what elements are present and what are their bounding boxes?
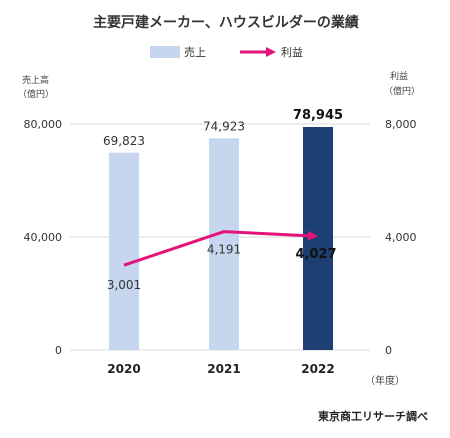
left-axis-title: 売上高 （億円） — [18, 74, 54, 100]
category-label-2021: 2021 — [207, 362, 240, 376]
left-tick-label: 80,000 — [24, 118, 63, 131]
right-axis-title: 利益 （億円） — [384, 70, 420, 97]
bar-sales-2020 — [109, 152, 139, 350]
right-tick-label: 0 — [385, 344, 392, 357]
legend-swatch-sales — [150, 46, 180, 58]
left-axis-title-line1: 売上高 — [22, 74, 49, 86]
left-tick-label: 0 — [55, 344, 62, 357]
x-unit-label: （年度） — [365, 374, 405, 387]
right-tick-label: 8,000 — [385, 118, 417, 131]
profit-line — [123, 230, 318, 267]
bars — [109, 126, 333, 350]
legend-label-profit: 利益 — [281, 45, 303, 59]
bar-sales-2021 — [209, 138, 239, 350]
bar-sales-2022 — [303, 126, 333, 350]
chart-title: 主要戸建メーカー、ハウスビルダーの業績 — [93, 14, 359, 31]
profit-line-path — [123, 230, 309, 267]
legend-label-sales: 売上 — [184, 46, 206, 59]
data-label-sales-2021: 74,923 — [203, 119, 245, 133]
data-label-profit-2020: 3,001 — [107, 278, 141, 292]
legend: 売上 利益 — [150, 45, 303, 59]
data-label-profit-2021: 4,191 — [207, 243, 241, 257]
data-label-sales-2020: 69,823 — [103, 134, 145, 148]
right-tick-label: 4,000 — [385, 231, 417, 244]
data-labels: 69,823 74,923 78,945 3,001 4,191 4,027 — [103, 108, 343, 292]
right-axis-title-line1: 利益 — [390, 70, 408, 82]
legend-arrowhead-icon — [266, 47, 276, 57]
data-label-sales-2022: 78,945 — [293, 108, 343, 123]
left-tick-label: 40,000 — [24, 231, 63, 244]
category-label-2020: 2020 — [107, 362, 140, 376]
left-axis-ticks: 0 40,000 80,000 — [24, 118, 63, 357]
category-labels: 2020 2021 2022 — [107, 362, 334, 376]
profit-line-arrowhead-icon — [307, 230, 318, 241]
right-axis-ticks: 0 4,000 8,000 — [385, 118, 417, 357]
source-label: 東京商工リサーチ調べ — [318, 409, 428, 423]
right-axis-title-line2: （億円） — [384, 85, 420, 97]
left-axis-title-line2: （億円） — [18, 88, 54, 100]
data-label-profit-2022: 4,027 — [295, 247, 336, 262]
category-label-2022: 2022 — [301, 362, 334, 376]
